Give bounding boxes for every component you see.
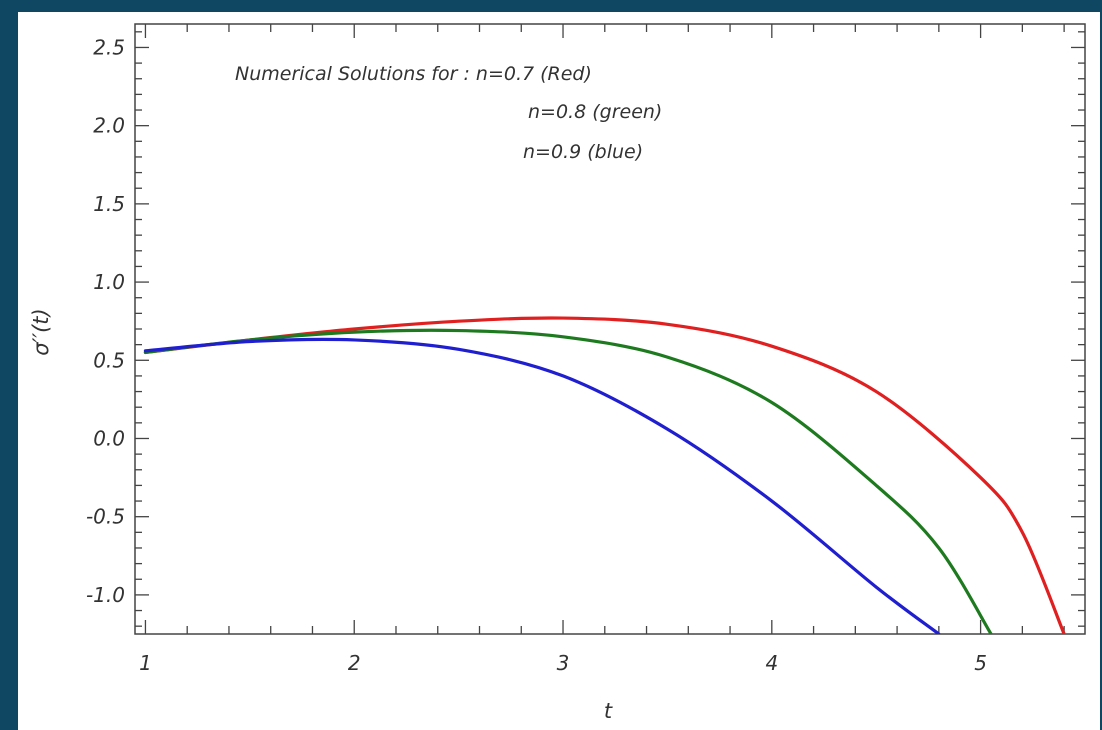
annotation-blue-line: n=0.9 (blue) (523, 141, 643, 163)
y-tick-label: -1.0 (86, 583, 125, 607)
chart-figure: 1 2 3 4 5 -1.0 -0.5 0.0 0.5 1.0 1.5 2.0 2.5 t σ′′(t)… (18, 12, 1100, 730)
x-tick-label: 5 (974, 651, 987, 675)
series-line-0 (143, 316, 1066, 634)
x-tick-label: 2 (348, 651, 361, 675)
annotation-title-line: Numerical Solutions for : n=0.7 (Red) (235, 63, 592, 85)
annotation-green-line: n=0.8 (green) (528, 101, 662, 123)
y-tick-label: 2.5 (93, 35, 125, 59)
x-tick-label: 3 (557, 651, 570, 675)
line-chart: 1 2 3 4 5 -1.0 -0.5 0.0 0.5 1.0 1.5 2.0 2.5 t σ′′(t)… (29, 23, 1086, 723)
tick-marks (135, 24, 1085, 634)
y-tick-label: 0.5 (93, 348, 125, 372)
y-tick-label: 1.0 (93, 270, 125, 294)
x-tick-label: 1 (139, 651, 152, 675)
y-tick-label: 1.5 (93, 192, 125, 216)
series-line-2 (143, 337, 941, 634)
y-tick-label: -0.5 (86, 505, 125, 529)
series-lines (143, 316, 1066, 634)
y-tick-label: 0.0 (93, 426, 125, 450)
x-axis-label: t (604, 699, 613, 723)
series-line-1 (143, 328, 993, 634)
x-tick-label: 4 (765, 651, 778, 675)
tick-labels: 1 2 3 4 5 -1.0 -0.5 0.0 0.5 1.0 1.5 2.0 2.5 (86, 35, 987, 675)
y-tick-label: 2.0 (93, 114, 125, 138)
y-axis-label: σ′′(t) (29, 308, 53, 355)
